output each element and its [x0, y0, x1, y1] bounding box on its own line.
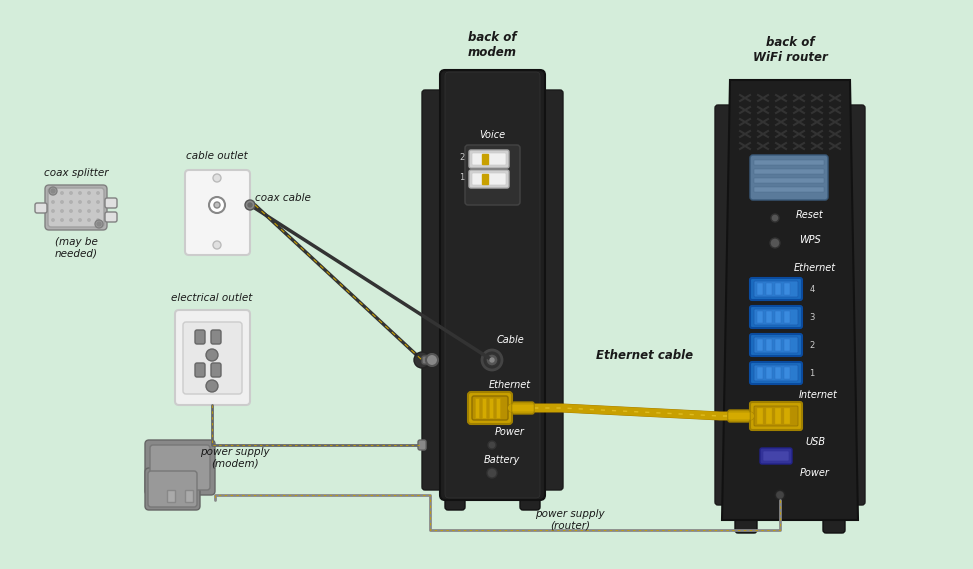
Circle shape	[88, 210, 90, 212]
Text: Power: Power	[800, 468, 830, 478]
Text: Power: Power	[495, 427, 525, 437]
FancyBboxPatch shape	[750, 402, 802, 430]
FancyBboxPatch shape	[754, 365, 798, 381]
FancyBboxPatch shape	[418, 440, 426, 450]
FancyBboxPatch shape	[105, 212, 117, 222]
Text: Ethernet cable: Ethernet cable	[596, 348, 694, 361]
Text: Internet: Internet	[799, 390, 838, 400]
Circle shape	[206, 380, 218, 392]
FancyBboxPatch shape	[750, 278, 802, 300]
Circle shape	[79, 219, 81, 221]
Circle shape	[426, 354, 438, 366]
FancyBboxPatch shape	[468, 392, 512, 424]
FancyBboxPatch shape	[766, 367, 772, 379]
Text: (may be
needed): (may be needed)	[54, 237, 97, 259]
FancyBboxPatch shape	[211, 330, 221, 344]
Circle shape	[79, 192, 81, 194]
Circle shape	[775, 490, 785, 500]
FancyBboxPatch shape	[445, 72, 540, 498]
Text: Voice: Voice	[479, 130, 505, 140]
FancyBboxPatch shape	[465, 145, 520, 205]
Text: Ethernet: Ethernet	[489, 380, 531, 390]
FancyBboxPatch shape	[469, 150, 509, 168]
FancyBboxPatch shape	[757, 311, 763, 323]
FancyBboxPatch shape	[760, 448, 792, 464]
Text: Ethernet: Ethernet	[794, 263, 836, 273]
FancyBboxPatch shape	[754, 187, 824, 192]
FancyBboxPatch shape	[750, 306, 802, 328]
Text: cable outlet: cable outlet	[186, 151, 248, 161]
Circle shape	[60, 210, 63, 212]
Text: 2: 2	[810, 340, 814, 349]
FancyBboxPatch shape	[48, 188, 104, 227]
FancyBboxPatch shape	[754, 309, 798, 325]
FancyBboxPatch shape	[148, 471, 197, 507]
FancyBboxPatch shape	[784, 408, 790, 424]
FancyBboxPatch shape	[541, 90, 563, 490]
Circle shape	[248, 203, 252, 207]
Circle shape	[482, 350, 502, 370]
FancyBboxPatch shape	[766, 408, 772, 424]
Circle shape	[70, 192, 72, 194]
FancyBboxPatch shape	[775, 283, 781, 295]
FancyBboxPatch shape	[754, 337, 798, 353]
Text: coax cable: coax cable	[255, 193, 311, 203]
Circle shape	[88, 192, 90, 194]
Circle shape	[209, 197, 225, 213]
Text: 4: 4	[810, 284, 814, 294]
FancyBboxPatch shape	[775, 339, 781, 351]
FancyBboxPatch shape	[823, 515, 845, 533]
Text: WPS: WPS	[799, 235, 821, 245]
FancyBboxPatch shape	[440, 70, 545, 500]
Circle shape	[51, 189, 55, 193]
FancyBboxPatch shape	[482, 174, 488, 184]
FancyBboxPatch shape	[183, 322, 242, 394]
FancyBboxPatch shape	[766, 339, 772, 351]
Circle shape	[52, 210, 54, 212]
FancyBboxPatch shape	[145, 440, 215, 495]
FancyBboxPatch shape	[775, 408, 781, 424]
FancyBboxPatch shape	[784, 283, 790, 295]
Text: Reset: Reset	[796, 210, 824, 220]
Text: 1: 1	[810, 369, 814, 377]
FancyBboxPatch shape	[167, 490, 175, 502]
FancyBboxPatch shape	[754, 169, 824, 174]
Circle shape	[52, 192, 54, 194]
FancyBboxPatch shape	[784, 339, 790, 351]
FancyBboxPatch shape	[750, 362, 802, 384]
FancyBboxPatch shape	[195, 363, 205, 377]
FancyBboxPatch shape	[35, 203, 47, 213]
FancyBboxPatch shape	[469, 170, 509, 188]
Text: USB: USB	[805, 437, 825, 447]
FancyBboxPatch shape	[489, 398, 493, 418]
FancyBboxPatch shape	[728, 410, 750, 422]
Circle shape	[214, 202, 220, 208]
FancyBboxPatch shape	[475, 398, 479, 418]
Circle shape	[52, 201, 54, 203]
Circle shape	[49, 187, 57, 195]
Circle shape	[206, 349, 218, 361]
Circle shape	[490, 358, 494, 362]
Circle shape	[79, 201, 81, 203]
FancyBboxPatch shape	[784, 367, 790, 379]
FancyBboxPatch shape	[472, 396, 508, 420]
Circle shape	[70, 201, 72, 203]
Circle shape	[414, 352, 430, 368]
FancyBboxPatch shape	[735, 515, 757, 533]
Circle shape	[70, 210, 72, 212]
FancyBboxPatch shape	[757, 367, 763, 379]
FancyBboxPatch shape	[847, 105, 865, 505]
FancyBboxPatch shape	[766, 311, 772, 323]
FancyBboxPatch shape	[105, 198, 117, 208]
FancyBboxPatch shape	[520, 495, 540, 510]
FancyBboxPatch shape	[763, 451, 789, 461]
Text: coax splitter: coax splitter	[44, 168, 108, 178]
Circle shape	[52, 219, 54, 221]
Circle shape	[488, 441, 496, 449]
Circle shape	[60, 192, 63, 194]
FancyBboxPatch shape	[757, 339, 763, 351]
FancyBboxPatch shape	[445, 495, 465, 510]
Circle shape	[486, 354, 498, 366]
Circle shape	[97, 222, 101, 226]
